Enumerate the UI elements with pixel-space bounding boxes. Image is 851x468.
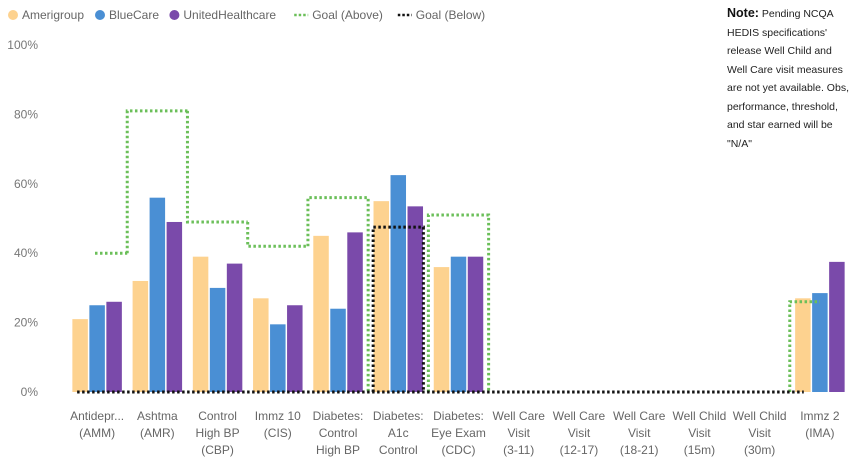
- bar-bluecare: [209, 287, 226, 392]
- bar-bluecare: [390, 175, 407, 392]
- bar-unitedhealthcare: [106, 301, 122, 392]
- legend-label-unitedhealthcare: UnitedHealthcare: [183, 8, 276, 22]
- legend-marker-amerigroup: [8, 10, 18, 20]
- legend-label-amerigroup: Amerigroup: [22, 8, 84, 22]
- bar-amerigroup: [132, 280, 149, 392]
- legend-label-goal-below: Goal (Below): [416, 8, 485, 22]
- bar-bluecare: [812, 293, 828, 392]
- x-tick-label: Diabetes: Eye Exam (CDC): [431, 409, 486, 457]
- bar-amerigroup: [253, 298, 269, 392]
- bar-unitedhealthcare: [829, 261, 845, 392]
- bar-amerigroup: [313, 235, 329, 392]
- legend-marker-unitedhealthcare: [169, 10, 180, 20]
- goal-line-goal-above: [185, 110, 248, 224]
- bar-unitedhealthcare: [407, 206, 424, 392]
- x-tick-label: Ashtma (AMR): [137, 409, 178, 440]
- x-tick-label: Antidepr... (AMM): [70, 409, 124, 440]
- goal-line-goal-above: [426, 213, 491, 392]
- bar-unitedhealthcare: [287, 305, 303, 392]
- goal-line-goal-above: [125, 109, 188, 254]
- x-axis: Antidepr... (AMM) Ashtma (AMR) Control High B…: [70, 409, 840, 457]
- bar-bluecare: [330, 308, 346, 392]
- x-tick-label: Well Child Visit (30m): [733, 409, 787, 457]
- bar-unitedhealthcare: [166, 221, 183, 392]
- x-tick-label: Well Care Visit (12-17): [553, 409, 606, 457]
- y-tick-label: 20%: [14, 316, 38, 330]
- legend-label-goal-above: Goal (Above): [312, 8, 383, 22]
- y-tick-label: 0%: [21, 385, 39, 399]
- goal-lines: [77, 109, 820, 394]
- x-tick-label: Well Care Visit (18-21): [613, 409, 666, 457]
- legend-label-bluecare: BlueCare: [109, 8, 159, 22]
- bar-amerigroup: [373, 201, 390, 392]
- note-text: Pending NCQA HEDIS specifications' relea…: [727, 8, 849, 150]
- x-tick-label: Well Care Visit (3-11): [492, 409, 545, 457]
- legend: Amerigroup BlueCare UnitedHealthcare Goal (…: [8, 8, 485, 22]
- bars: [72, 175, 845, 392]
- note-label: Note:: [727, 6, 759, 20]
- x-tick-label: Immz 2 (IMA): [800, 409, 840, 440]
- bar-bluecare: [149, 197, 166, 392]
- goal-line-goal-above: [788, 300, 820, 392]
- bar-unitedhealthcare: [467, 256, 484, 392]
- bar-bluecare: [270, 324, 286, 392]
- bar-bluecare: [450, 256, 467, 392]
- legend-marker-bluecare: [95, 10, 105, 20]
- bar-amerigroup: [192, 256, 209, 392]
- y-axis: 0% 20% 40% 60% 80% 100%: [7, 38, 38, 399]
- bar-amerigroup: [72, 319, 88, 392]
- note-box: Note: Pending NCQA HEDIS specifications'…: [727, 4, 851, 153]
- x-tick-label: Immz 10 (CIS): [255, 409, 301, 440]
- y-tick-label: 40%: [14, 246, 38, 260]
- y-tick-label: 100%: [7, 38, 38, 52]
- y-tick-label: 80%: [14, 107, 38, 121]
- bar-amerigroup: [795, 298, 811, 392]
- goal-line-goal-below: [371, 225, 425, 392]
- x-tick-label: Diabetes: A1c Control: [373, 409, 424, 457]
- x-tick-label: Well Child Visit (15m): [673, 409, 727, 457]
- y-tick-label: 60%: [14, 177, 38, 191]
- bar-unitedhealthcare: [226, 263, 243, 392]
- goal-line-goal-above: [306, 196, 370, 392]
- bar-amerigroup: [433, 267, 450, 392]
- x-tick-label: Control High BP (CBP): [196, 409, 240, 457]
- goal-line-goal-above: [246, 221, 308, 248]
- bar-bluecare: [89, 305, 105, 392]
- x-tick-label: Diabetes: Control High BP: [313, 409, 364, 457]
- bar-unitedhealthcare: [347, 232, 363, 392]
